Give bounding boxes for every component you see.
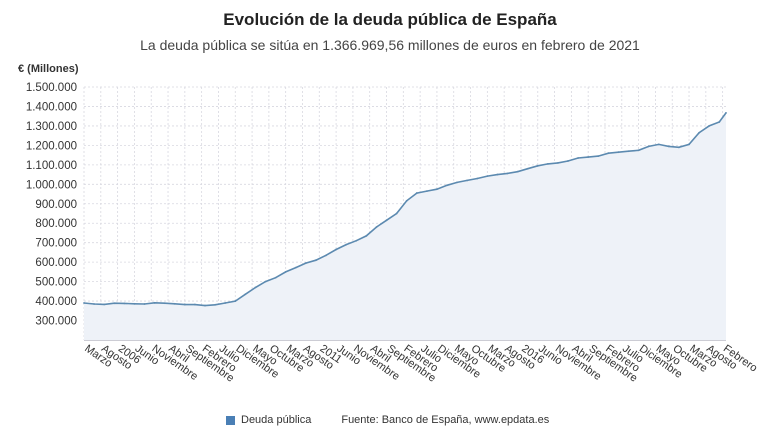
y-tick-label: 700.000 [35, 238, 77, 250]
data-point [375, 226, 378, 229]
data-point [194, 303, 196, 306]
data-point [496, 173, 499, 176]
legend-label: Deuda pública [241, 414, 312, 426]
data-point [304, 262, 307, 265]
data-point [264, 280, 267, 283]
data-point [103, 303, 106, 306]
data-point [183, 303, 186, 306]
x-tick-labels: MarzoAgosto2006JunioNoviembreAbrilSeptie… [82, 343, 759, 385]
data-point [325, 254, 327, 257]
data-point [516, 170, 519, 173]
data-point [224, 302, 227, 304]
data-point [637, 149, 640, 152]
data-point [667, 145, 670, 148]
chart-subtitle: La deuda pública se sitúa en 1.366.969,5… [140, 37, 640, 53]
data-point [395, 212, 398, 215]
data-point [587, 156, 590, 158]
y-tick-label: 400.000 [35, 296, 77, 308]
data-point [93, 303, 95, 305]
data-point [657, 143, 660, 146]
data-point [436, 188, 438, 191]
data-point [315, 259, 317, 262]
data-point [244, 293, 247, 296]
data-point [546, 162, 549, 165]
data-point [725, 111, 727, 114]
data-point [335, 248, 337, 251]
data-point [234, 300, 237, 302]
data-point [526, 167, 529, 170]
chart-title: Evolución de la deuda pública de España [223, 10, 557, 29]
data-point [718, 121, 721, 123]
data-point [153, 301, 156, 304]
chart-footer: Deuda pública Fuente: Banco de España, w… [226, 414, 549, 426]
data-point [83, 302, 85, 304]
data-point [688, 143, 690, 146]
data-point [577, 157, 580, 159]
data-point [607, 152, 610, 155]
data-point [466, 179, 469, 182]
data-point [597, 155, 600, 157]
data-point [627, 150, 630, 153]
legend-swatch [226, 415, 235, 425]
data-point [456, 181, 458, 184]
data-points [83, 111, 727, 307]
data-point [173, 302, 176, 305]
data-point [405, 199, 408, 202]
data-point [557, 162, 559, 164]
y-tick-label: 1.000.000 [26, 179, 77, 191]
data-point [415, 192, 418, 194]
data-point [476, 177, 479, 180]
data-point [133, 302, 136, 305]
data-point [486, 175, 489, 178]
data-point [708, 125, 711, 127]
data-point [385, 219, 388, 222]
data-point [365, 234, 368, 237]
data-point [284, 270, 287, 273]
y-tick-label: 900.000 [35, 199, 77, 211]
data-point [536, 164, 539, 167]
series-area-fill [84, 112, 726, 341]
y-tick-label: 300.000 [35, 316, 77, 328]
y-tick-label: 1.100.000 [26, 160, 77, 172]
y-tick-label: 1.500.000 [26, 82, 77, 94]
y-axis-label: € (Millones) [18, 63, 79, 75]
data-point [163, 302, 166, 305]
source-note: Fuente: Banco de España, www.epdata.es [341, 414, 550, 426]
y-tick-label: 1.200.000 [26, 140, 77, 152]
data-point [113, 302, 116, 305]
data-point [678, 146, 680, 149]
data-point [647, 145, 650, 148]
data-point [204, 304, 206, 307]
data-point [617, 151, 620, 154]
data-point [567, 160, 569, 162]
y-tick-labels: 300.000 400.000 500.000 600.000 700.000 800.0… [26, 82, 77, 328]
data-point [446, 184, 448, 187]
data-point [143, 303, 146, 305]
data-point [345, 243, 348, 246]
data-point [254, 286, 257, 289]
data-point [698, 131, 701, 134]
data-point [425, 190, 428, 193]
y-tick-label: 600.000 [35, 257, 77, 269]
data-point [294, 266, 297, 269]
data-point [506, 172, 509, 175]
y-tick-label: 800.000 [35, 218, 77, 230]
data-point [274, 276, 277, 279]
y-tick-label: 500.000 [35, 277, 77, 289]
data-point [214, 303, 216, 306]
data-point [123, 302, 126, 305]
y-tick-label: 1.300.000 [26, 121, 77, 133]
y-tick-label: 1.400.000 [26, 101, 77, 113]
data-point [355, 239, 358, 242]
